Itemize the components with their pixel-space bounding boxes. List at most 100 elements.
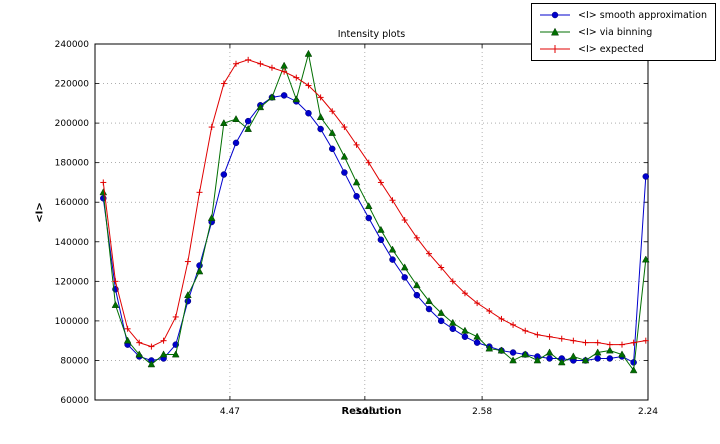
circle-marker bbox=[328, 145, 336, 153]
circle-marker bbox=[232, 139, 240, 147]
y-tick-label: 220000 bbox=[55, 80, 90, 90]
legend-triangle bbox=[551, 27, 560, 36]
triangle-marker bbox=[437, 308, 446, 316]
series-line-2 bbox=[102, 59, 646, 348]
triangle-marker bbox=[485, 344, 494, 352]
triangle-marker bbox=[533, 356, 542, 364]
triangle-marker bbox=[448, 318, 457, 326]
y-tick-label: 80000 bbox=[60, 356, 89, 366]
triangle-marker bbox=[364, 202, 373, 210]
y-tick-label: 140000 bbox=[55, 238, 90, 248]
triangle-marker bbox=[244, 124, 253, 132]
triangle-marker bbox=[388, 245, 397, 253]
triangle-marker bbox=[280, 61, 288, 69]
legend-label: <I> via binning bbox=[578, 26, 653, 38]
x-tick-label: 2.24 bbox=[638, 407, 658, 417]
series-line-1 bbox=[102, 53, 647, 372]
triangle-marker bbox=[497, 346, 506, 354]
legend: <I> smooth approximation <I> via binning… bbox=[531, 3, 716, 61]
y-tick-label: 160000 bbox=[55, 198, 90, 208]
x-tick-label: 3.16 bbox=[355, 407, 375, 417]
legend-item-expected: <I> expected bbox=[538, 41, 707, 57]
triangle-marker bbox=[557, 358, 566, 366]
triangle-marker bbox=[159, 350, 168, 358]
triangle-marker bbox=[184, 291, 192, 299]
triangle-marker bbox=[461, 326, 469, 334]
y-tick-label: 120000 bbox=[55, 277, 90, 287]
triangle-marker bbox=[111, 300, 120, 308]
legend-marker-plus-icon bbox=[540, 45, 571, 53]
triangle-marker bbox=[425, 296, 433, 304]
circle-marker bbox=[546, 355, 553, 362]
triangle-marker bbox=[207, 213, 216, 221]
circle-marker bbox=[341, 169, 348, 176]
circle-marker bbox=[425, 305, 433, 313]
circle-marker bbox=[449, 325, 457, 333]
x-axis-label: Resolution bbox=[341, 406, 402, 417]
triangle-marker bbox=[352, 178, 361, 186]
triangle-marker bbox=[171, 350, 180, 358]
x-tick-label: 2.58 bbox=[472, 407, 492, 417]
circle-marker bbox=[220, 171, 228, 178]
legend-label: <I> smooth approximation bbox=[578, 9, 707, 21]
legend-circle bbox=[551, 11, 559, 19]
circle-marker bbox=[401, 274, 408, 281]
circle-marker bbox=[413, 291, 421, 299]
legend-label: <I> expected bbox=[578, 43, 644, 55]
circle-marker bbox=[594, 355, 601, 362]
triangle-marker bbox=[195, 267, 204, 275]
triangle-marker bbox=[256, 103, 265, 111]
triangle-marker bbox=[413, 281, 421, 289]
circle-marker bbox=[353, 193, 360, 200]
triangle-marker bbox=[629, 366, 638, 374]
y-tick-label: 60000 bbox=[60, 396, 89, 406]
plot-frame bbox=[94, 43, 649, 401]
triangle-marker bbox=[220, 118, 228, 126]
triangle-marker bbox=[400, 263, 409, 271]
y-tick-label: 100000 bbox=[55, 317, 90, 327]
circle-marker bbox=[642, 173, 650, 180]
y-tick-label: 200000 bbox=[55, 119, 90, 129]
triangle-marker bbox=[593, 348, 602, 356]
triangle-marker bbox=[606, 346, 614, 354]
circle-marker bbox=[509, 349, 517, 356]
y-axis-label: <I> bbox=[34, 202, 46, 223]
triangle-marker bbox=[316, 113, 325, 121]
circle-marker bbox=[606, 355, 614, 362]
circle-marker bbox=[461, 333, 469, 340]
circle-marker bbox=[365, 214, 372, 222]
circle-marker bbox=[305, 109, 312, 117]
legend-item-via-binning: <I> via binning bbox=[538, 24, 707, 40]
triangle-marker bbox=[545, 348, 554, 356]
triangle-marker bbox=[147, 360, 156, 368]
triangle-marker bbox=[292, 95, 301, 103]
circle-marker bbox=[437, 317, 445, 325]
triangle-marker bbox=[328, 128, 337, 136]
triangle-marker bbox=[232, 115, 240, 123]
y-tick-label: 180000 bbox=[55, 159, 90, 169]
circle-marker bbox=[389, 256, 396, 263]
circle-marker bbox=[317, 125, 324, 133]
circle-marker bbox=[377, 236, 385, 244]
triangle-marker bbox=[340, 152, 349, 160]
circle-marker bbox=[280, 92, 288, 99]
x-tick-label: 4.47 bbox=[220, 407, 240, 417]
triangle-marker bbox=[473, 332, 481, 340]
triangle-marker bbox=[521, 350, 530, 358]
chart-title: Intensity plots bbox=[337, 29, 406, 40]
legend-marker-circle-icon bbox=[540, 11, 571, 19]
triangle-marker bbox=[268, 93, 276, 101]
triangle-marker bbox=[509, 356, 517, 364]
triangle-marker bbox=[377, 225, 385, 233]
circle-marker bbox=[244, 117, 252, 125]
triangle-marker bbox=[304, 49, 313, 57]
y-tick-label: 240000 bbox=[55, 40, 90, 50]
triangle-marker bbox=[123, 336, 132, 344]
triangle-marker bbox=[618, 350, 626, 358]
legend-marker-triangle-icon bbox=[540, 27, 571, 36]
triangle-marker bbox=[641, 255, 650, 263]
triangle-marker bbox=[135, 350, 144, 358]
triangle-marker bbox=[581, 356, 590, 364]
